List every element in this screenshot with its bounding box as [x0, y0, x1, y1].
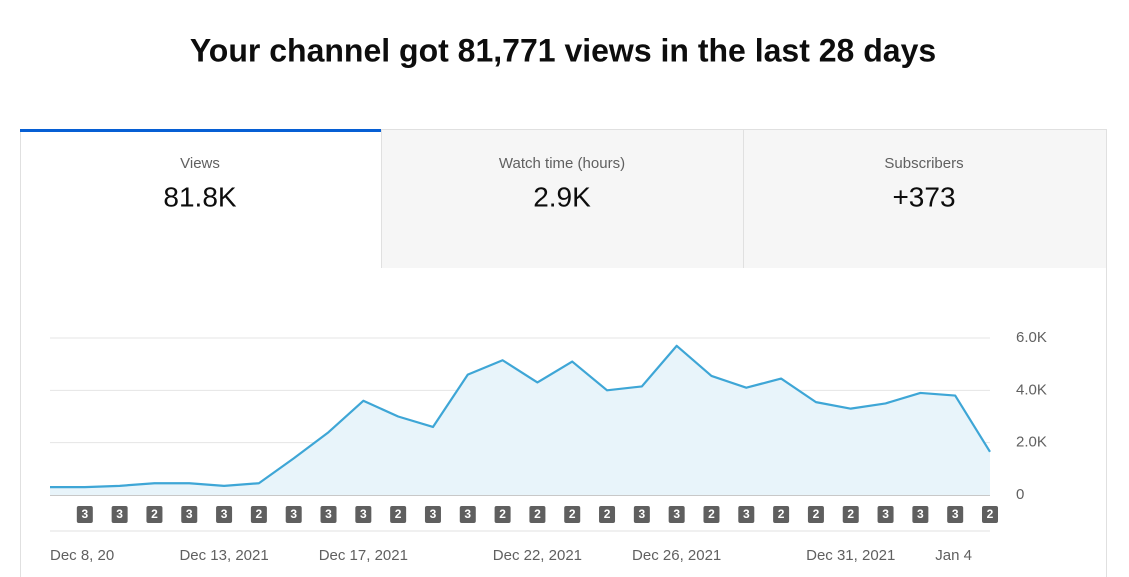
tab-label: Watch time (hours) [499, 155, 625, 172]
upload-count: 3 [325, 507, 332, 521]
upload-count: 3 [464, 507, 471, 521]
upload-count: 2 [778, 507, 785, 521]
upload-badge[interactable] [285, 506, 302, 523]
tab-value: +373 [892, 181, 955, 212]
upload-badge[interactable] [146, 506, 163, 523]
upload-count: 2 [813, 507, 820, 521]
upload-badge[interactable] [564, 506, 581, 523]
upload-badge[interactable] [633, 506, 650, 523]
upload-badge[interactable] [320, 506, 337, 523]
upload-badge[interactable] [877, 506, 894, 523]
upload-count: 2 [604, 507, 611, 521]
upload-badge[interactable] [947, 506, 964, 523]
line [50, 344, 991, 489]
upload-count: 2 [499, 507, 506, 521]
upload-count: 3 [882, 507, 889, 521]
upload-badge[interactable] [390, 506, 407, 523]
upload-badge[interactable] [494, 506, 511, 523]
upload-count: 3 [116, 507, 123, 521]
upload-badge[interactable] [181, 506, 198, 523]
upload-count: 2 [534, 507, 541, 521]
upload-count: 2 [151, 507, 158, 521]
upload-count: 3 [743, 507, 750, 521]
upload-count: 3 [186, 507, 193, 521]
upload-count: 3 [290, 507, 297, 521]
upload-count: 3 [430, 507, 437, 521]
upload-badge[interactable] [912, 506, 929, 523]
upload-badge[interactable] [216, 506, 233, 523]
upload-count: 2 [987, 507, 994, 521]
x-tick-label: Dec 13, 2021 [179, 547, 268, 564]
upload-count: 3 [917, 507, 924, 521]
upload-badge[interactable] [807, 506, 824, 523]
upload-badge[interactable] [703, 506, 720, 523]
tab-label: Views [180, 155, 220, 172]
upload-badge[interactable] [76, 506, 93, 523]
upload-badge[interactable] [459, 506, 476, 523]
upload-count: 3 [221, 507, 228, 521]
upload-count: 3 [81, 507, 88, 521]
y-tick-label: 6.0K [1016, 329, 1047, 346]
upload-count: 3 [360, 507, 367, 521]
x-tick-label: Dec 22, 2021 [493, 547, 582, 564]
x-tick-label: Dec 26, 2021 [632, 547, 721, 564]
upload-badge[interactable] [668, 506, 685, 523]
tab-label: Subscribers [884, 155, 963, 172]
upload-badge[interactable] [982, 506, 998, 523]
upload-badge[interactable] [529, 506, 546, 523]
upload-badge[interactable] [773, 506, 790, 523]
x-tick-label: Dec 31, 2021 [806, 547, 895, 564]
upload-count: 2 [708, 507, 715, 521]
tab-value: 81.8K [163, 181, 236, 212]
upload-badge[interactable] [111, 506, 128, 523]
page-title: Your channel got 81,771 views in the las… [190, 32, 936, 68]
upload-count: 3 [673, 507, 680, 521]
upload-badge[interactable] [842, 506, 859, 523]
tab-value: 2.9K [533, 181, 591, 212]
upload-count: 2 [569, 507, 576, 521]
upload-badge[interactable] [250, 506, 267, 523]
y-tick-label: 4.0K [1016, 381, 1047, 398]
x-tick-label: Dec 17, 2021 [319, 547, 408, 564]
upload-count: 2 [395, 507, 402, 521]
x-tick-label: Jan 4 [935, 547, 972, 564]
y-tick-label: 0 [1016, 486, 1024, 503]
upload-badge[interactable] [599, 506, 616, 523]
upload-count: 3 [952, 507, 959, 521]
active-tab-indicator [20, 129, 381, 132]
upload-badge[interactable] [355, 506, 372, 523]
area [50, 345, 990, 495]
upload-badge[interactable] [738, 506, 755, 523]
upload-count: 3 [639, 507, 646, 521]
upload-count: 2 [256, 507, 263, 521]
x-tick-label: Dec 8, 20 [50, 547, 114, 564]
y-tick-label: 2.0K [1016, 434, 1047, 451]
upload-count: 2 [847, 507, 854, 521]
upload-badge[interactable] [424, 506, 441, 523]
